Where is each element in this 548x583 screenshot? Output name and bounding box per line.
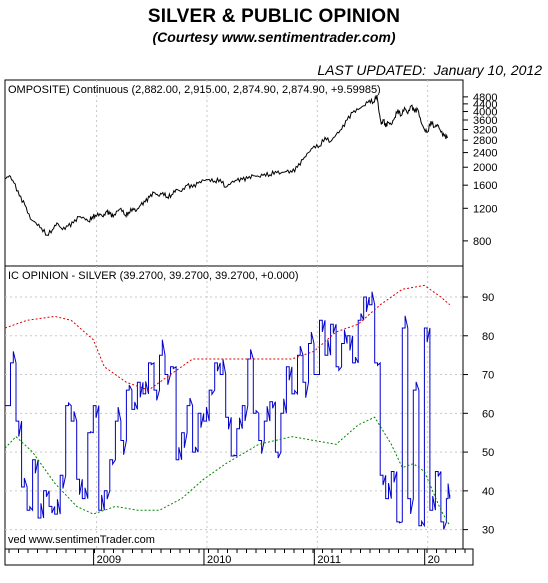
opinion-y-tick-label: 30 xyxy=(482,525,494,537)
price-y-tick-label: 4000 xyxy=(473,107,497,119)
last-updated: LAST UPDATED: January 10, 2012 xyxy=(317,62,542,78)
chart-title: SILVER & PUBLIC OPINION xyxy=(147,6,401,27)
price-panel-title: OMPOSITE) Continuous (2,882.00, 2,915.00… xyxy=(8,84,381,96)
opinion-y-tick-label: 90 xyxy=(482,292,494,304)
lower-band-line xyxy=(4,416,451,526)
x-year-label: 20 xyxy=(428,554,440,566)
price-y-tick-label: 1600 xyxy=(473,180,497,192)
price-y-tick-label: 2800 xyxy=(473,135,497,147)
price-y-tick-label: 3600 xyxy=(473,115,497,127)
x-year-label: 2011 xyxy=(317,554,341,566)
price-y-tick-label: 2400 xyxy=(473,148,497,160)
opinion-y-tick-label: 50 xyxy=(482,447,494,459)
opinion-panel: 30 40 50 60 70 80 90 IC OPINION - SILVER (39.2… xyxy=(4,265,494,550)
price-y-tick-label: 1200 xyxy=(473,203,497,215)
opinion-y-tick-label: 80 xyxy=(482,331,494,343)
price-y-tick-label: 4800 xyxy=(473,92,497,104)
price-y-tick-label: 2000 xyxy=(473,162,497,174)
x-axis: 2009 2010 2011 20 xyxy=(4,548,474,566)
chart-subtitle: (Courtesy www.sentimentrader.com) xyxy=(152,29,396,45)
watermark-text: ved www.sentimenTrader.com xyxy=(8,534,155,546)
opinion-y-tick-label: 60 xyxy=(482,408,494,420)
price-series-line xyxy=(4,94,448,236)
opinion-panel-frame xyxy=(4,265,464,550)
price-y-tick-label: 800 xyxy=(473,236,491,248)
opinion-panel-title: IC OPINION - SILVER (39.2700, 39.2700, 3… xyxy=(8,270,299,282)
price-panel: 800 1200 1600 2000 2400280032003600400044004… xyxy=(4,79,497,267)
opinion-y-tick-label: 70 xyxy=(482,370,494,382)
x-year-label: 2010 xyxy=(207,554,231,566)
opinion-y-tick-label: 40 xyxy=(482,486,494,498)
price-y-tick-label: 4400 xyxy=(473,99,497,111)
upper-band-line xyxy=(4,284,451,391)
x-year-label: 2009 xyxy=(97,554,121,566)
price-panel-frame xyxy=(4,79,464,267)
x-axis-frame xyxy=(4,548,474,566)
opinion-series-line xyxy=(5,291,451,530)
price-y-tick-label: 3200 xyxy=(473,124,497,136)
